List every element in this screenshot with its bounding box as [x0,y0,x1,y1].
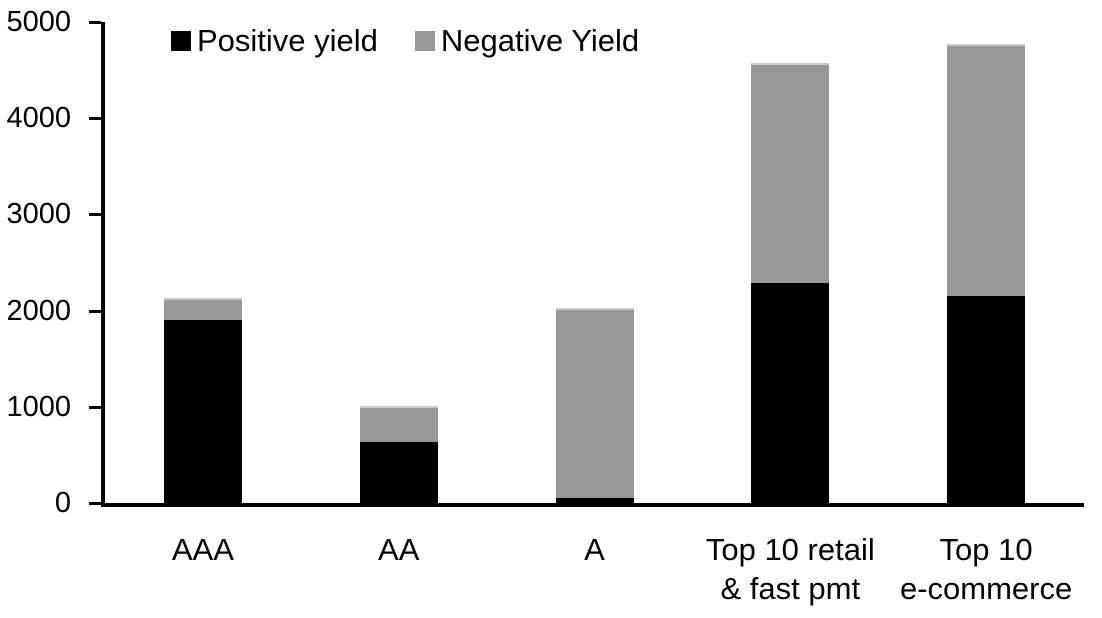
bar-a-negative-yield [555,307,634,499]
x-label-aa: AA [378,532,420,567]
x-label-top-10-e-commerce: Top 10 e-commerce [899,532,1073,606]
bar-top-10-retail-fast-pmt-positive-yield [751,282,830,503]
y-tick-label-5000: 5000 [6,6,71,38]
legend-item-positive-yield: Positive yield [171,23,378,58]
bar-top-10-retail-fast-pmt-negative-yield [751,63,830,283]
y-tick-label-4000: 4000 [6,102,71,135]
bar-aaa-positive-yield [163,320,242,503]
y-tick-mark-0 [89,502,101,505]
x-label-a: A [584,532,605,567]
legend-label-positive-yield: Positive yield [197,23,378,58]
x-label-aaa: AAA [171,532,234,567]
y-tick-label-0: 0 [54,487,71,519]
bar-aa [359,405,438,503]
y-tick-mark-3000 [89,213,101,217]
legend-item-negative-yield: Negative Yield [414,23,640,58]
bar-top-10-e-commerce-negative-yield [947,44,1026,297]
bar-aa-positive-yield [359,442,438,503]
legend-swatch-negative-yield [414,31,435,51]
bar-top-10-retail-fast-pmt [751,63,830,503]
bar-top-10-e-commerce [947,44,1026,503]
chart-legend: Positive yield Negative Yield [171,23,640,58]
y-tick-mark-5000 [89,21,101,24]
bar-a-positive-yield [555,498,634,503]
bar-aaa-negative-yield [163,298,242,321]
legend-label-negative-yield: Negative Yield [440,23,640,58]
y-tick-mark-1000 [89,405,101,409]
y-tick-label-3000: 3000 [6,198,71,231]
y-tick-label-2000: 2000 [6,294,71,327]
legend-swatch-positive-yield [171,31,191,51]
y-tick-mark-4000 [89,117,101,121]
bar-a [555,307,634,503]
plot-area [101,22,1084,507]
x-label-top-10-retail-fast-pmt: Top 10 retail & fast pmt [705,532,875,606]
bar-top-10-e-commerce-positive-yield [947,296,1026,503]
y-tick-label-1000: 1000 [6,390,71,423]
bar-aaa [163,298,242,503]
bar-aa-negative-yield [359,405,438,443]
y-tick-mark-2000 [89,309,101,313]
